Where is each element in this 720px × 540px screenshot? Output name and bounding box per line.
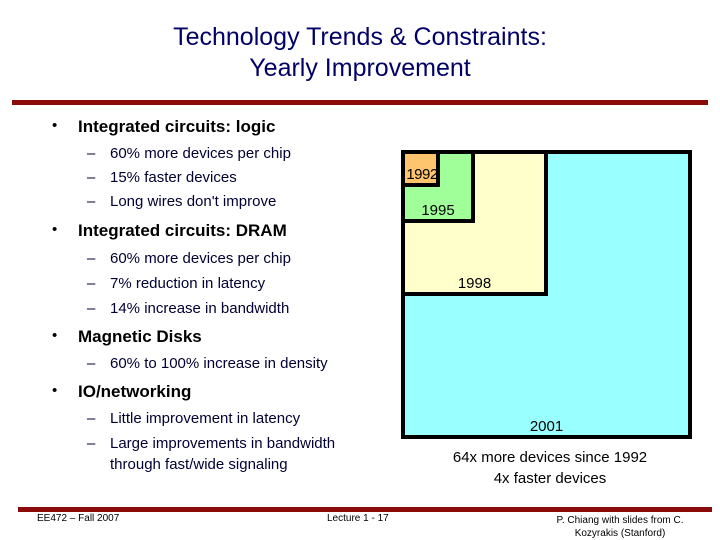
box-label-1992: 1992 — [406, 166, 438, 183]
slide-title: Technology Trends & Constraints: Yearly … — [0, 22, 720, 84]
caption-line-2: 4x faster devices — [493, 470, 607, 487]
caption-line-1: 64x more devices since 1992 — [452, 449, 648, 466]
bullet-magnetic-disks: • Magnetic Disks — [52, 327, 202, 347]
dash-icon: – — [87, 435, 96, 452]
dash-icon: – — [87, 250, 96, 267]
dash-icon: – — [87, 193, 96, 210]
dash-icon: – — [87, 169, 96, 186]
title-divider — [12, 100, 708, 105]
subitem: – 15% faster devices — [87, 169, 237, 186]
subitem: – 60% more devices per chip — [87, 250, 291, 267]
box-label-1998: 1998 — [457, 275, 492, 292]
bullet-label: Integrated circuits: logic — [78, 117, 276, 136]
subitem: – Large improvements in bandwidth — [87, 435, 336, 452]
subitem: – 60% more devices per chip — [87, 145, 291, 162]
bullet-icon: • — [52, 221, 58, 238]
dash-icon: – — [87, 355, 96, 372]
credit-line-2: Kozyrakis (Stanford) — [574, 528, 666, 539]
title-line-2: Yearly Improvement — [249, 54, 471, 82]
footer-course: EE472 – Fall 2007 — [37, 513, 120, 524]
subitem-continuation: through fast/wide signaling — [110, 456, 288, 473]
subitem: – 7% reduction in latency — [87, 275, 266, 292]
diagram-caption: 64x more devices since 1992 4x faster de… — [400, 447, 700, 489]
footer-lecture: Lecture 1 - 17 — [327, 513, 389, 524]
footer-credit: P. Chiang with slides from C. Kozyrakis … — [520, 514, 720, 540]
dash-icon: – — [87, 275, 96, 292]
dash-icon: – — [87, 410, 96, 427]
credit-line-1: P. Chiang with slides from C. — [556, 515, 684, 526]
footer-divider — [18, 507, 712, 512]
bullet-icon: • — [52, 327, 58, 344]
bullet-label: IO/networking — [78, 382, 192, 401]
bullet-dram: • Integrated circuits: DRAM — [52, 221, 287, 241]
subitem: – Little improvement in latency — [87, 410, 301, 427]
bullet-icon: • — [52, 117, 58, 134]
box-label-2001: 2001 — [529, 418, 564, 435]
bullet-label: Magnetic Disks — [78, 327, 202, 346]
dash-icon: – — [87, 145, 96, 162]
bullet-label: Integrated circuits: DRAM — [78, 221, 287, 240]
bullet-icon: • — [52, 382, 58, 399]
dash-icon: – — [87, 300, 96, 317]
bullet-io-networking: • IO/networking — [52, 382, 192, 402]
box-1992: 1992 — [401, 150, 440, 187]
bullet-logic: • Integrated circuits: logic — [52, 117, 276, 137]
title-line-1: Technology Trends & Constraints: — [173, 23, 547, 51]
box-label-1995: 1995 — [421, 202, 455, 219]
subitem: – Long wires don't improve — [87, 193, 277, 210]
subitem: – 60% to 100% increase in density — [87, 355, 328, 372]
subitem: – 14% increase in bandwidth — [87, 300, 290, 317]
